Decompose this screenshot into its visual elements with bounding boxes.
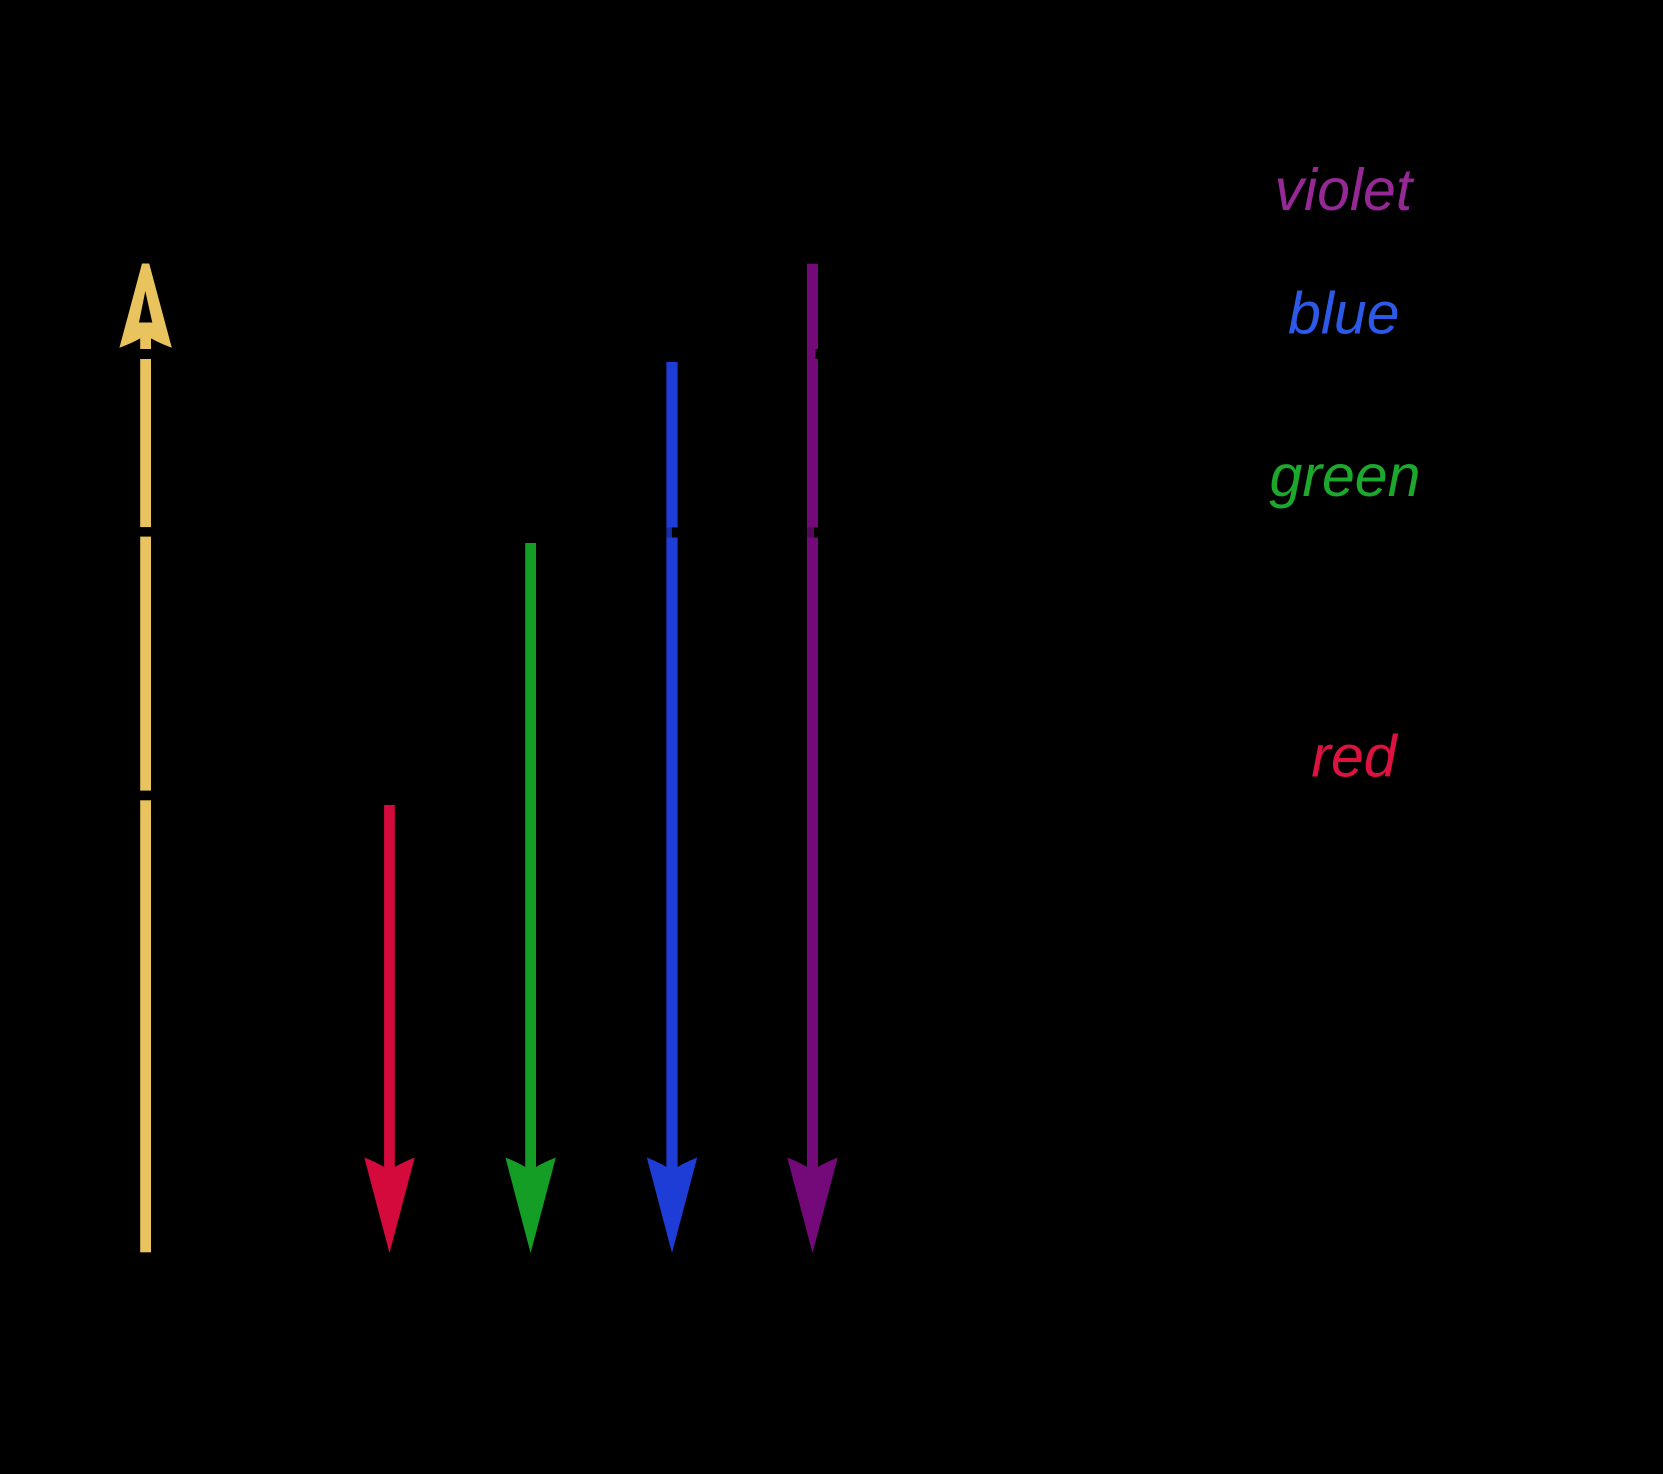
svg-text:blue: blue bbox=[1288, 281, 1400, 347]
svg-text:violet: violet bbox=[1275, 157, 1415, 223]
svg-text:green: green bbox=[1270, 443, 1421, 509]
svg-text:red: red bbox=[1311, 724, 1398, 790]
